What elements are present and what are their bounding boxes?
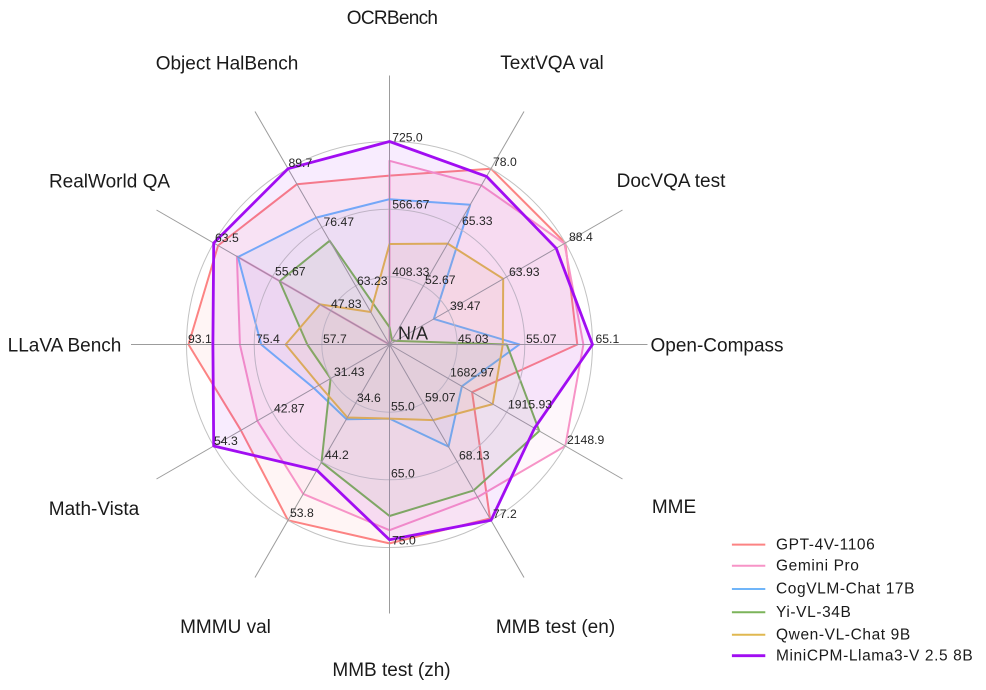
svg-text:OCRBench: OCRBench (347, 8, 438, 29)
svg-text:1682.97: 1682.97 (450, 366, 494, 380)
svg-text:2148.9: 2148.9 (567, 433, 604, 447)
svg-text:55.07: 55.07 (526, 332, 557, 346)
svg-text:Yi-VL-34B: Yi-VL-34B (776, 604, 851, 621)
svg-text:47.83: 47.83 (331, 297, 362, 311)
svg-text:N/A: N/A (398, 324, 428, 344)
svg-text:DocVQA test: DocVQA test (617, 171, 726, 192)
svg-text:RealWorld QA: RealWorld QA (49, 172, 170, 193)
svg-text:65.1: 65.1 (596, 332, 620, 346)
svg-text:93.1: 93.1 (188, 332, 212, 346)
svg-text:55.67: 55.67 (275, 265, 306, 279)
svg-text:76.47: 76.47 (324, 215, 355, 229)
svg-text:75.4: 75.4 (256, 332, 280, 346)
svg-text:MiniCPM-Llama3-V 2.5 8B: MiniCPM-Llama3-V 2.5 8B (776, 647, 973, 664)
svg-text:Object HalBench: Object HalBench (156, 54, 299, 75)
svg-text:42.87: 42.87 (274, 402, 305, 416)
svg-text:34.6: 34.6 (357, 391, 381, 405)
svg-text:725.0: 725.0 (392, 130, 423, 144)
svg-text:31.43: 31.43 (334, 365, 365, 379)
svg-text:Gemini Pro: Gemini Pro (776, 558, 860, 575)
svg-text:63.5: 63.5 (215, 231, 239, 245)
svg-text:1915.93: 1915.93 (508, 398, 552, 412)
svg-text:68.13: 68.13 (459, 449, 490, 463)
svg-text:52.67: 52.67 (425, 273, 456, 287)
svg-text:63.23: 63.23 (357, 274, 388, 288)
svg-text:MME: MME (652, 497, 696, 518)
svg-text:MMMU val: MMMU val (180, 617, 271, 638)
svg-text:59.07: 59.07 (425, 391, 456, 405)
svg-text:57.7: 57.7 (323, 332, 347, 346)
svg-text:GPT-4V-1106: GPT-4V-1106 (776, 536, 875, 553)
svg-text:54.3: 54.3 (214, 434, 238, 448)
svg-text:53.8: 53.8 (290, 506, 314, 520)
svg-text:Open-Compass: Open-Compass (650, 336, 783, 357)
svg-text:TextVQA val: TextVQA val (500, 53, 604, 74)
svg-text:39.47: 39.47 (450, 299, 481, 313)
svg-text:566.67: 566.67 (392, 198, 429, 212)
svg-text:88.4: 88.4 (569, 230, 593, 244)
svg-text:Math-Vista: Math-Vista (49, 499, 140, 520)
svg-text:LLaVA Bench: LLaVA Bench (8, 336, 122, 357)
svg-text:78.0: 78.0 (493, 155, 517, 169)
svg-text:45.03: 45.03 (458, 332, 489, 346)
svg-text:89.7: 89.7 (289, 156, 313, 170)
svg-text:63.93: 63.93 (509, 265, 540, 279)
svg-text:55.0: 55.0 (391, 400, 415, 414)
svg-text:65.33: 65.33 (462, 214, 493, 228)
svg-text:CogVLM-Chat 17B: CogVLM-Chat 17B (776, 581, 915, 598)
svg-text:MMB test (zh): MMB test (zh) (332, 660, 450, 681)
svg-text:MMB test (en): MMB test (en) (496, 617, 615, 638)
svg-text:44.2: 44.2 (325, 448, 349, 462)
svg-text:65.0: 65.0 (391, 467, 415, 481)
svg-text:75.0: 75.0 (392, 534, 416, 548)
svg-text:408.33: 408.33 (392, 265, 429, 279)
svg-text:77.2: 77.2 (493, 507, 517, 521)
svg-text:Qwen-VL-Chat 9B: Qwen-VL-Chat 9B (776, 627, 911, 644)
